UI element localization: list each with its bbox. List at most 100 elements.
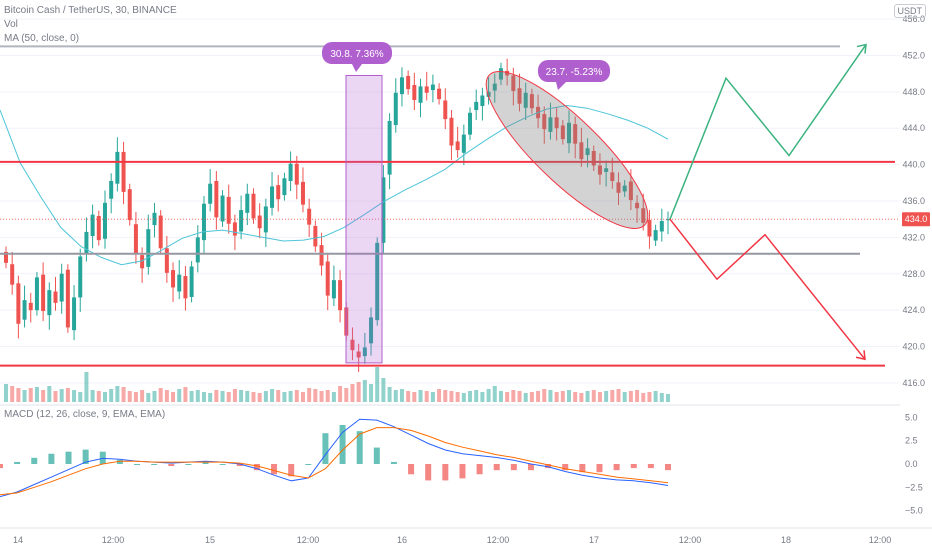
volume-bar — [486, 389, 491, 402]
volume-bar — [41, 390, 46, 402]
price-tick-label: 420.0 — [902, 342, 925, 352]
signal-line — [0, 427, 669, 496]
volume-bar — [171, 392, 176, 402]
volume-bar — [529, 392, 534, 402]
volume-bar — [523, 393, 528, 402]
volume-bar — [257, 393, 262, 402]
volume-bar — [313, 389, 318, 402]
candle-down — [164, 248, 169, 273]
bearish-forecast-path — [669, 218, 866, 360]
price-tick-label: 456.0 — [902, 14, 925, 24]
candle-up — [486, 91, 491, 97]
volume-bar — [554, 392, 559, 402]
volume-bar — [84, 372, 89, 402]
volume-bar — [226, 392, 231, 402]
candle-down — [573, 124, 578, 144]
volume-bar — [567, 390, 572, 402]
macd-histogram-bar — [116, 459, 123, 464]
volume-bar — [307, 388, 312, 402]
volume-bar — [16, 388, 21, 402]
candle-up — [102, 202, 107, 239]
candle-up — [90, 214, 95, 237]
candle-up — [109, 180, 114, 199]
candle-up — [331, 280, 336, 299]
macd-histogram-bar — [425, 464, 432, 481]
volume-bar — [381, 378, 386, 402]
candle-up — [381, 177, 386, 243]
volume-bar — [536, 391, 541, 402]
candle-down — [140, 255, 145, 269]
volume-bar — [474, 390, 479, 402]
symbol-legend[interactable]: Bitcoin Cash / TetherUS, 30, BINANCE — [4, 5, 177, 16]
volume-bar — [177, 389, 182, 402]
unit-button[interactable]: USDT — [893, 4, 926, 18]
candle-up — [72, 297, 77, 331]
price-tick-label: 424.0 — [902, 305, 925, 315]
pump-highlight-box — [345, 74, 383, 364]
volume-bar — [635, 390, 640, 402]
candle-down — [554, 117, 559, 129]
volume-legend[interactable]: Vol — [4, 19, 18, 30]
time-tick-label: 12:00 — [487, 535, 510, 545]
ma-legend[interactable]: MA (50, close, 0) — [4, 33, 80, 44]
macd-histogram-bar — [305, 464, 312, 465]
volume-bar — [53, 391, 58, 402]
last-price-label: 434.0 — [905, 214, 928, 224]
volume-bar — [604, 391, 609, 402]
volume-bar — [616, 389, 621, 402]
candle-up — [84, 231, 89, 254]
macd-histogram-bar — [151, 464, 158, 465]
volume-bar — [356, 382, 361, 402]
volume-bar — [102, 392, 107, 402]
candle-up — [659, 221, 664, 232]
volume-bar — [10, 386, 15, 402]
macd-histogram-bar — [527, 464, 534, 471]
volume-bar — [251, 392, 256, 402]
candle-up — [115, 151, 120, 184]
macd-histogram-bar — [356, 431, 363, 464]
volume-bar — [90, 390, 95, 402]
volume-bar — [424, 391, 429, 402]
macd-histogram-bar — [202, 461, 209, 464]
candle-down — [628, 181, 633, 201]
volume-bar — [579, 393, 584, 402]
volume-bar — [152, 391, 157, 402]
candle-down — [505, 70, 510, 76]
candle-up — [189, 266, 194, 297]
volume-bar — [498, 391, 503, 402]
volume-bar — [109, 389, 114, 402]
volume-bar — [133, 392, 138, 402]
macd-legend[interactable]: MACD (12, 26, close, 9, EMA, EMA) — [4, 409, 166, 420]
candle-up — [567, 122, 572, 144]
volume-bar — [59, 389, 64, 402]
candle-down — [437, 88, 442, 100]
volume-bar — [610, 390, 615, 402]
volume-bar — [331, 392, 336, 402]
price-axis: 456.0 452.0 448.0 444.0 440.0 436.0 432.0 428.0… — [902, 14, 930, 388]
candle-up — [288, 163, 293, 181]
volume-bar — [666, 394, 670, 402]
volume-bar — [282, 392, 287, 402]
macd-histogram-bar — [373, 447, 380, 464]
macd-histogram-bar — [185, 464, 192, 465]
volume-bar — [245, 391, 250, 402]
candle-down — [356, 351, 361, 358]
macd-histogram-bar — [322, 433, 329, 464]
candle-up — [177, 274, 182, 292]
candle-down — [257, 215, 262, 229]
candle-down — [424, 86, 429, 93]
volume-bar — [399, 389, 404, 402]
time-tick-label: 12:00 — [102, 535, 125, 545]
volume-bar — [560, 391, 565, 402]
volume-bar — [585, 391, 590, 402]
volume-bar — [430, 392, 435, 402]
macd-histogram-bar — [339, 424, 346, 464]
volume-bar — [369, 384, 374, 402]
volume-bar — [362, 380, 367, 402]
volume-bar — [115, 386, 120, 402]
volume-bar — [653, 391, 658, 402]
ma-line — [0, 104, 669, 266]
volume-bar — [591, 390, 596, 402]
macd-pane — [0, 404, 900, 498]
